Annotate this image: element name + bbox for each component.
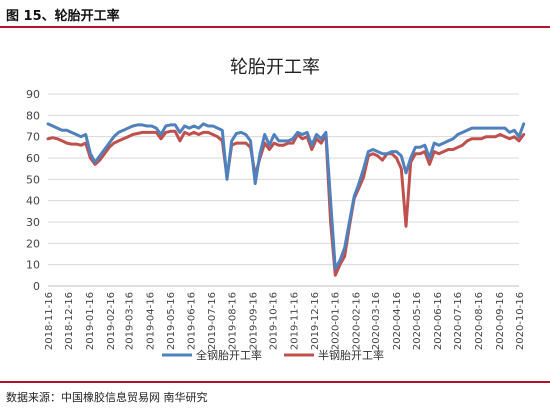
x-tick-label: 2019-07-16 bbox=[207, 292, 218, 350]
chart-area: 轮胎开工率 0 10 20 30 40 50 60 70 80 90 2018-11-16 2018… bbox=[0, 28, 550, 380]
figure-title: 图 15、轮胎开工率 bbox=[6, 9, 120, 24]
x-tick-label: 2020-04-16 bbox=[392, 292, 403, 350]
series-lines bbox=[46, 122, 526, 277]
x-tick-label: 2020-09-16 bbox=[495, 292, 506, 350]
x-tick-label: 2018-12-16 bbox=[64, 292, 75, 350]
x-tick-label: 2020-10-16 bbox=[515, 292, 526, 350]
legend-label-semi-steel: 半钢胎开工率 bbox=[318, 348, 384, 362]
series-line-semi-steel bbox=[46, 129, 526, 277]
x-tick-label: 2020-02-16 bbox=[351, 292, 362, 350]
y-tick-label: 30 bbox=[26, 216, 40, 229]
x-tick-label: 2019-02-16 bbox=[106, 292, 117, 350]
x-tick-label: 2019-10-16 bbox=[269, 292, 280, 350]
x-tick-label: 2020-01-16 bbox=[331, 292, 342, 350]
legend-label-full-steel: 全钢胎开工率 bbox=[196, 348, 262, 362]
x-tick-label: 2019-04-16 bbox=[146, 292, 157, 350]
x-tick-label: 2020-06-16 bbox=[433, 292, 444, 350]
series-line-full-steel bbox=[46, 122, 526, 271]
x-axis-ticks: 2018-11-16 2018-12-16 2019-01-16 2019-02-16… bbox=[44, 292, 526, 350]
source-note: 数据来源：中国橡胶信息贸易网 南华研究 bbox=[6, 391, 208, 404]
x-tick-label: 2019-05-16 bbox=[166, 292, 177, 350]
x-tick-label: 2020-05-16 bbox=[412, 292, 423, 350]
x-tick-label: 2020-03-16 bbox=[371, 292, 382, 350]
x-tick-label: 2019-03-16 bbox=[125, 292, 136, 350]
y-tick-label: 40 bbox=[26, 195, 40, 208]
y-tick-label: 0 bbox=[33, 280, 40, 293]
x-tick-label: 2019-09-16 bbox=[249, 292, 260, 350]
gridlines bbox=[48, 93, 519, 287]
x-tick-label: 2019-01-16 bbox=[85, 292, 96, 350]
legend: 全钢胎开工率 半钢胎开工率 bbox=[162, 348, 384, 362]
y-tick-label: 60 bbox=[26, 152, 40, 165]
figure-footer: 数据来源：中国橡胶信息贸易网 南华研究 bbox=[0, 381, 550, 413]
x-tick-label: 2020-07-16 bbox=[453, 292, 464, 350]
y-tick-label: 80 bbox=[26, 109, 40, 122]
x-tick-label: 2018-11-16 bbox=[44, 292, 55, 350]
y-tick-label: 90 bbox=[26, 88, 40, 101]
y-tick-label: 70 bbox=[26, 131, 40, 144]
x-tick-label: 2019-06-16 bbox=[187, 292, 198, 350]
x-tick-label: 2019-12-16 bbox=[310, 292, 321, 350]
y-axis-ticks: 0 10 20 30 40 50 60 70 80 90 bbox=[26, 88, 40, 293]
x-tick-label: 2019-11-16 bbox=[290, 292, 301, 350]
x-tick-label: 2020-08-16 bbox=[474, 292, 485, 350]
figure-header: 图 15、轮胎开工率 bbox=[0, 0, 550, 28]
y-tick-label: 10 bbox=[26, 259, 40, 272]
y-tick-label: 20 bbox=[26, 237, 40, 250]
x-tick-label: 2019-08-16 bbox=[228, 292, 239, 350]
chart-title: 轮胎开工率 bbox=[230, 57, 320, 78]
y-tick-label: 50 bbox=[26, 173, 40, 186]
